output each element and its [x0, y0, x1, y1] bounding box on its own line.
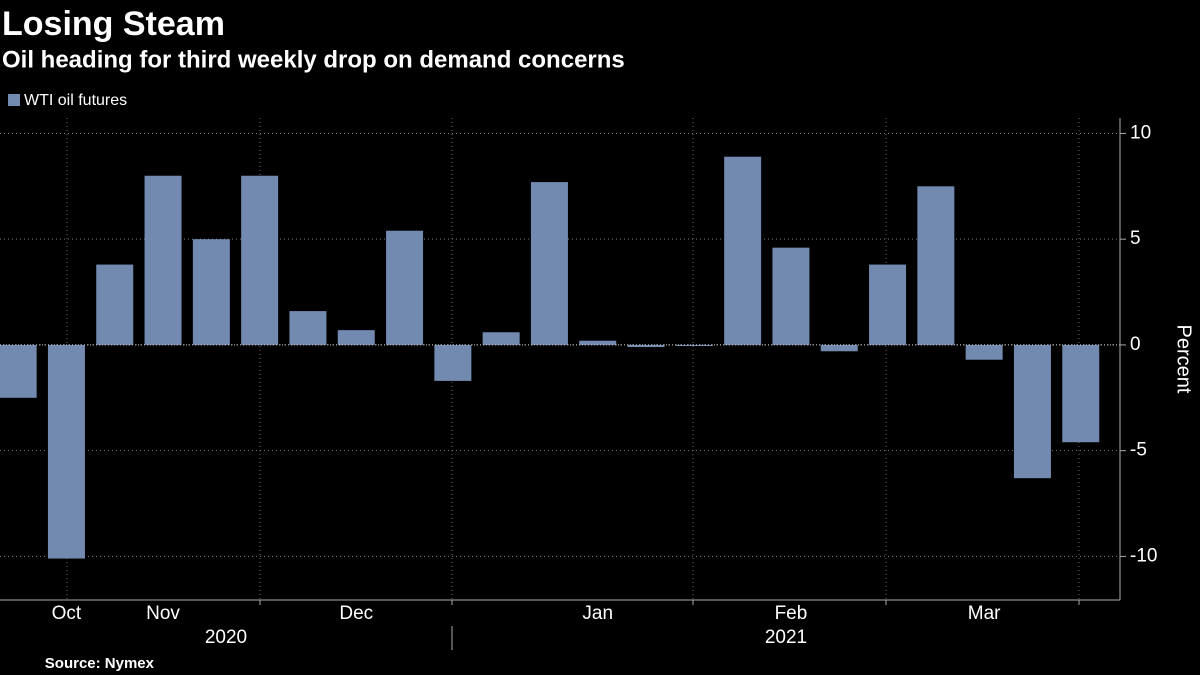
bar — [386, 230, 424, 345]
bar — [434, 344, 472, 381]
bar — [579, 340, 617, 345]
bar — [675, 344, 713, 346]
bar — [337, 330, 375, 345]
chart-title: Losing Steam — [2, 5, 225, 43]
legend-swatch — [8, 94, 20, 106]
bar — [482, 332, 520, 345]
bar — [144, 175, 182, 345]
y-tick-label: -5 — [1130, 440, 1147, 461]
x-tick-label: Nov — [146, 603, 180, 624]
y-tick-label: -10 — [1130, 545, 1157, 566]
bar — [772, 247, 810, 345]
source: Source: Nymex — [45, 655, 155, 672]
x-tick-label: Dec — [339, 603, 373, 624]
x-tick-label: Mar — [968, 603, 1001, 624]
y-tick-label: 10 — [1130, 122, 1151, 143]
y-tick-label: 5 — [1130, 228, 1141, 249]
bar — [289, 311, 327, 345]
year-label: 2021 — [765, 627, 807, 648]
y-tick-label: 0 — [1130, 334, 1141, 355]
bar — [192, 239, 230, 345]
bar — [1062, 344, 1100, 443]
x-tick-label: Jan — [582, 603, 613, 624]
bar — [0, 344, 37, 398]
bar — [724, 156, 762, 345]
bar — [627, 344, 665, 348]
bar — [530, 182, 568, 345]
bar — [1013, 344, 1051, 479]
bar — [241, 175, 279, 345]
x-tick-label: Feb — [775, 603, 808, 624]
bar — [917, 186, 955, 345]
bar — [965, 344, 1003, 360]
bar — [869, 264, 907, 345]
bar — [47, 344, 85, 559]
chart-subtitle: Oil heading for third weekly drop on dem… — [2, 46, 625, 73]
y-axis-label: Percent — [1173, 325, 1195, 394]
bar — [96, 264, 134, 345]
year-label: 2020 — [205, 627, 247, 648]
legend-label: WTI oil futures — [24, 92, 127, 109]
bar — [820, 344, 858, 352]
x-tick-label: Oct — [52, 603, 82, 624]
